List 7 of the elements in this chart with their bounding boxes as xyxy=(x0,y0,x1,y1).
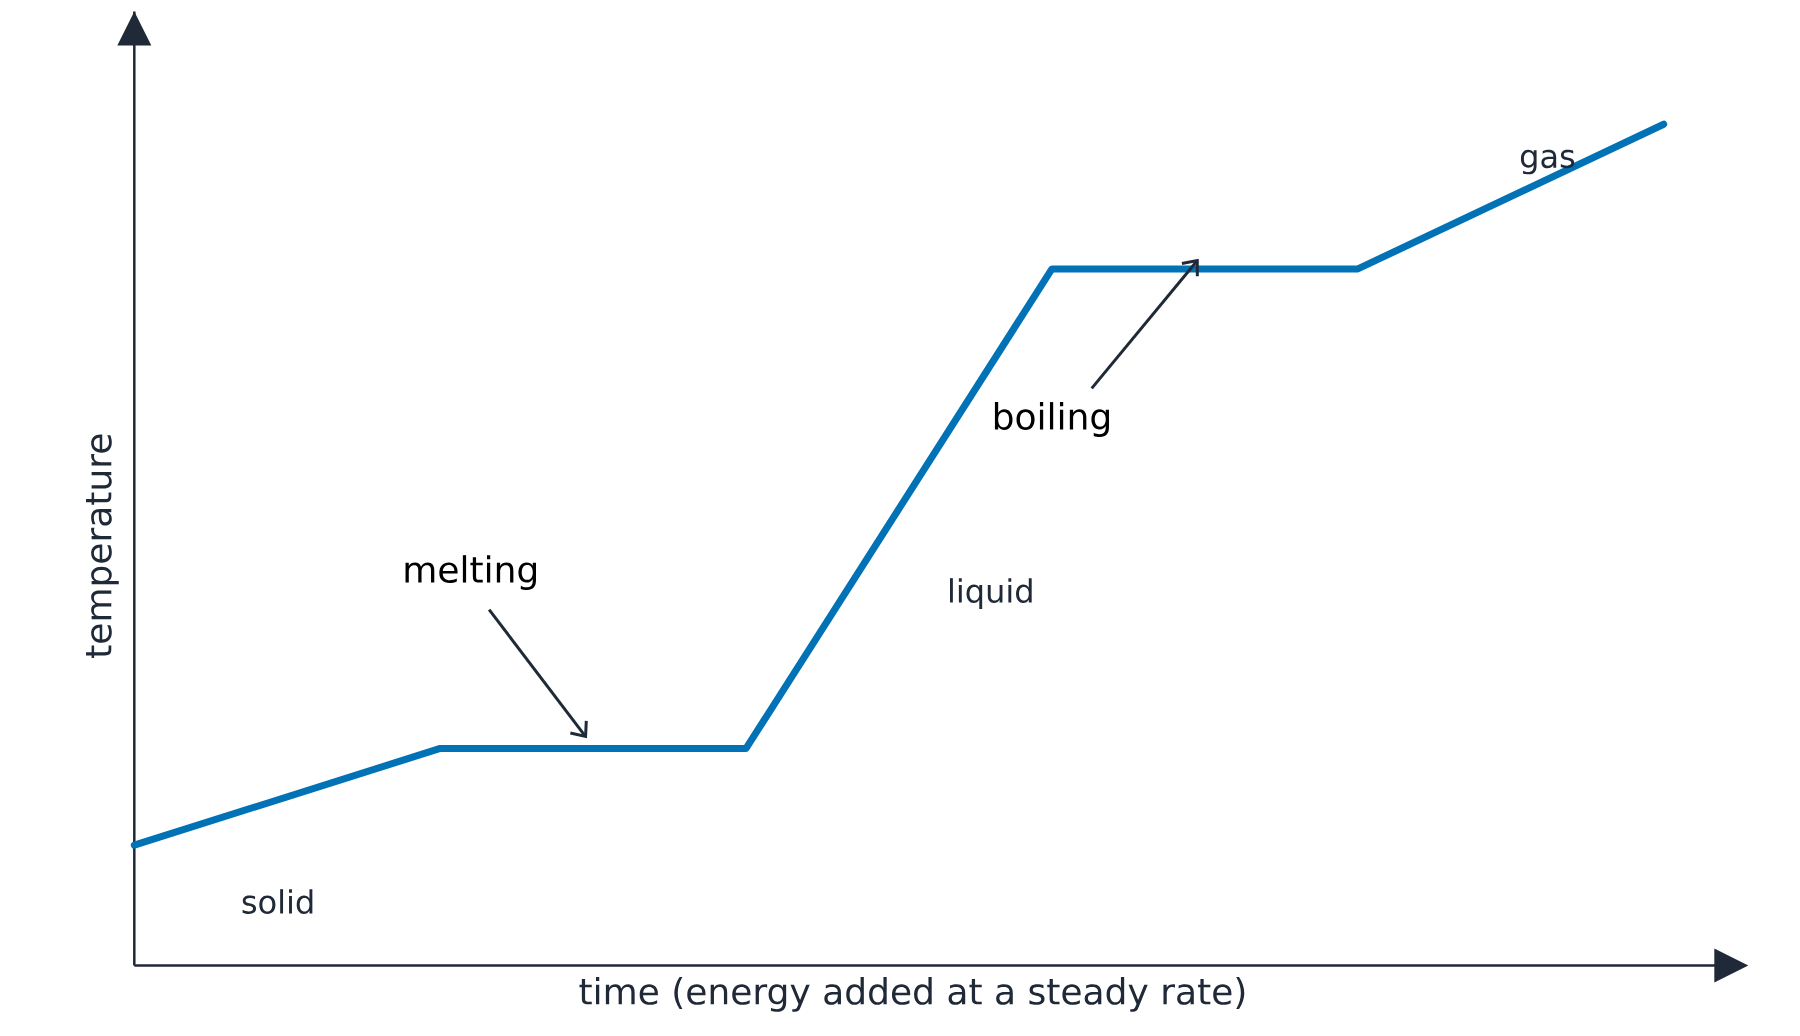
annotation: solid xyxy=(242,889,313,914)
x-axis-title: time (energy added at a steady rate) xyxy=(579,977,1245,1012)
y-axis-title: temperature xyxy=(86,434,119,658)
annotation: gas xyxy=(1520,149,1575,175)
annotation: boiling xyxy=(994,402,1109,437)
annotation: liquid xyxy=(949,578,1032,610)
annotation: melting xyxy=(405,555,536,591)
